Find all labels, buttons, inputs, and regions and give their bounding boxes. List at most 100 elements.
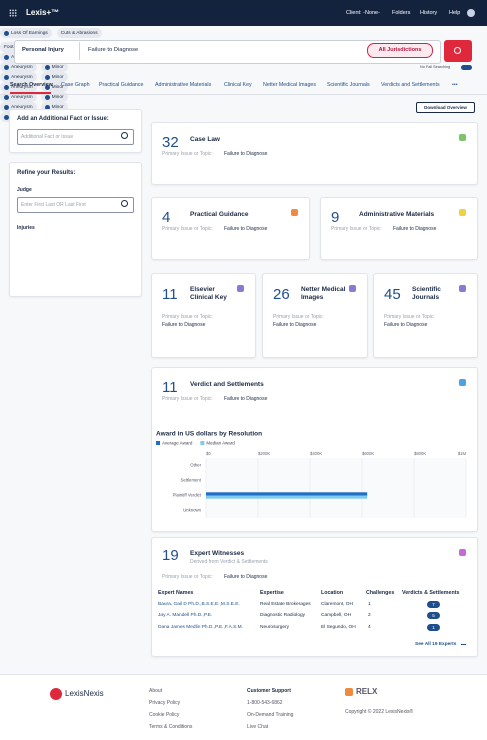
- y-tick-label: Plaintiff Verdict: [173, 493, 202, 498]
- tab[interactable]: Administrative Materials: [155, 82, 212, 88]
- tag-label: Aneurysm: [11, 64, 33, 70]
- cell: Neurosurgery: [260, 624, 290, 630]
- card-icon: [291, 209, 298, 216]
- chart: Award in US dollars by Resolution Average…: [156, 431, 467, 518]
- user-icon[interactable]: [467, 9, 475, 17]
- cell: Campbell, OH: [321, 613, 352, 619]
- logo[interactable]: Lexis+™: [26, 8, 60, 17]
- divider: [79, 42, 80, 60]
- bar: [206, 492, 368, 496]
- see-all[interactable]: See All 19 Experts: [415, 642, 457, 647]
- relx: RELX: [356, 687, 378, 696]
- query[interactable]: Failure to Diagnose: [88, 47, 139, 53]
- tab[interactable]: •••: [452, 82, 458, 88]
- tab[interactable]: Case Graph: [61, 82, 90, 88]
- fall-searching: No Fall Searching: [420, 65, 451, 69]
- check-icon: [44, 94, 50, 100]
- tag[interactable]: Minor: [40, 92, 68, 102]
- expert-name[interactable]: Baura, Gail D Ph.D.,B.S.E.E.,M.S.E.E.: [158, 602, 240, 607]
- tab[interactable]: Practical Guidance: [99, 82, 144, 88]
- search-icon: [121, 200, 128, 207]
- result-title: Elsevier Clinical Key: [190, 286, 227, 301]
- issue: Failure to Diagnose: [273, 322, 317, 328]
- verdict-count[interactable]: 7: [427, 601, 440, 608]
- result-card[interactable]: [151, 197, 310, 260]
- filter-chip[interactable]: Loss Of Earnings: [0, 28, 52, 38]
- tag-label: Minor: [51, 94, 64, 100]
- footer-link[interactable]: Privacy Policy: [149, 700, 181, 706]
- arrow: [461, 644, 466, 645]
- tag[interactable]: Aneurysm: [0, 102, 37, 112]
- footer-link[interactable]: Cookie Policy: [149, 712, 180, 718]
- y-tick-label: Other: [190, 463, 201, 468]
- footer-link[interactable]: Terms & Conditions: [149, 724, 193, 730]
- cell: 1: [368, 602, 371, 607]
- column-header: Verdicts & Settlements: [402, 590, 460, 596]
- result-card[interactable]: [151, 122, 478, 185]
- card-icon: [459, 134, 466, 141]
- tab[interactable]: Search Overview: [10, 82, 53, 88]
- verdict-count[interactable]: 1: [427, 623, 440, 631]
- issue: Failure to Diagnose: [224, 151, 268, 157]
- judge-label: Judge: [17, 187, 32, 193]
- tab-active: [10, 92, 51, 94]
- apps-icon[interactable]: [9, 9, 17, 17]
- tag[interactable]: Aneurysm: [0, 72, 37, 82]
- expert-name[interactable]: Jay A. Mandell Ph.D.,P.E.: [158, 613, 213, 619]
- legend-swatch: [156, 441, 160, 445]
- header-link[interactable]: History: [420, 10, 438, 16]
- tab[interactable]: Verdicts and Settlements: [381, 82, 440, 88]
- tag[interactable]: Minor: [40, 62, 68, 72]
- x-tick-label: $800K: [414, 451, 426, 456]
- support-link[interactable]: On-Demand Training: [247, 712, 294, 718]
- tab[interactable]: Netter Medical Images: [263, 82, 316, 88]
- header-link[interactable]: Help: [449, 10, 461, 16]
- tag[interactable]: Aneurysm: [0, 62, 37, 72]
- expert-name[interactable]: Dana James Medlin Ph.D.,P.E.,F.A.S.M.: [158, 624, 243, 630]
- result-title: Case Law: [190, 136, 220, 143]
- footer-logo[interactable]: LexisNexis: [65, 689, 104, 698]
- tag[interactable]: Minor: [40, 82, 68, 92]
- input[interactable]: [17, 129, 134, 145]
- support-link[interactable]: 1-800-543-6862: [247, 700, 283, 706]
- y-tick-label: Unknown: [183, 508, 202, 513]
- verdict-count[interactable]: 5: [427, 612, 440, 620]
- result-count: 19: [162, 547, 179, 564]
- tag[interactable]: Minor: [40, 72, 68, 82]
- client[interactable]: Client: -None-: [346, 10, 380, 16]
- result-title: Expert Witnesses: [190, 550, 245, 557]
- tag-list: Aneurysm Minor: [0, 62, 487, 72]
- placeholder: Enter First Last OR Last First: [21, 202, 86, 208]
- x-tick-label: $200K: [258, 451, 270, 456]
- tab[interactable]: Scientific Journals: [327, 82, 370, 88]
- tab[interactable]: Clinical Key: [224, 82, 252, 88]
- bar: [206, 495, 368, 499]
- check-icon: [44, 84, 50, 90]
- tag[interactable]: Aneurysm: [0, 92, 37, 102]
- legend-label: Average Award: [162, 441, 193, 446]
- placeholder: Additional Fact or Issue: [21, 134, 74, 140]
- header-link[interactable]: Folders: [392, 10, 411, 16]
- practice-area[interactable]: Personal Injury: [22, 47, 64, 53]
- card-icon: [349, 285, 356, 292]
- tag-label: Minor: [51, 64, 64, 70]
- tag-list: Aneurysm Minor: [0, 72, 487, 82]
- result-count: 4: [162, 209, 171, 226]
- check-icon: [4, 104, 9, 110]
- tag[interactable]: Aneurysm: [0, 82, 37, 92]
- toggle[interactable]: [461, 65, 472, 70]
- download-button[interactable]: Download Overview: [416, 102, 475, 113]
- tag-list: Aneurysm Minor: [0, 82, 487, 92]
- support-link[interactable]: Live Chat: [247, 724, 269, 730]
- jurisdiction[interactable]: All Jurisdictions: [367, 43, 433, 58]
- check-icon: [4, 30, 9, 36]
- check-icon: [4, 54, 9, 60]
- result-card[interactable]: [320, 197, 478, 260]
- input[interactable]: [17, 197, 134, 213]
- experts-card: [151, 537, 478, 657]
- check-icon: [4, 64, 9, 70]
- footer-link[interactable]: About: [149, 688, 163, 694]
- filter-chip[interactable]: Cuts & Abrasions: [56, 28, 102, 38]
- tag[interactable]: Minor: [40, 102, 68, 112]
- x-tick-label: $0: [206, 451, 211, 456]
